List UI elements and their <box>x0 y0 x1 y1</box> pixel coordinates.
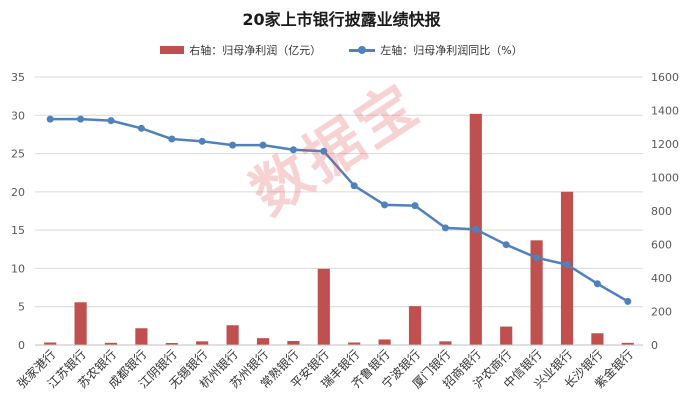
y-left-tick-label: 30 <box>11 109 25 122</box>
line-point <box>198 137 206 145</box>
bar <box>74 302 87 345</box>
legend-label-bar: 右轴：归母净利润（亿元） <box>189 44 322 57</box>
bar <box>348 342 361 345</box>
y-right-tick-label: 400 <box>651 272 672 285</box>
line-point <box>533 254 541 262</box>
bar <box>135 328 148 345</box>
bar <box>287 340 300 345</box>
bar <box>500 326 513 345</box>
legend-item-bar: 右轴：归母净利润（亿元） <box>160 42 321 58</box>
bar <box>621 342 634 345</box>
y-left-tick-label: 15 <box>11 224 25 237</box>
line-point <box>381 201 389 209</box>
y-right-tick-label: 0 <box>651 339 658 352</box>
y-left-tick-label: 25 <box>11 148 25 161</box>
y-right-tick-label: 200 <box>651 306 672 319</box>
line-point <box>441 224 449 232</box>
legend-item-line: 左轴：归母净利润同比（%） <box>349 42 523 58</box>
bar <box>256 338 270 345</box>
y-right-tick-label: 1000 <box>651 172 679 185</box>
line-point <box>289 146 297 154</box>
line-point <box>624 297 632 305</box>
line-point <box>350 182 358 190</box>
bar <box>226 325 239 345</box>
y-left-tick-label: 10 <box>11 262 25 275</box>
bar <box>560 191 574 345</box>
bar <box>378 339 391 345</box>
bar <box>196 341 209 345</box>
legend-swatch-line <box>349 45 376 55</box>
bar <box>591 333 604 345</box>
line-point <box>502 241 510 249</box>
y-left-tick-label: 20 <box>11 186 25 199</box>
line-point <box>137 124 145 132</box>
bar <box>530 240 543 345</box>
line-point <box>259 141 267 149</box>
line-point <box>411 202 419 210</box>
bar <box>165 342 178 345</box>
line-point <box>472 225 480 233</box>
y-right-tick-label: 1600 <box>651 71 679 84</box>
bar <box>408 306 422 345</box>
line-point <box>46 115 54 123</box>
legend: 右轴：归母净利润（亿元） 左轴：归母净利润同比（%） <box>0 42 683 58</box>
y-right-tick-label: 800 <box>651 205 672 218</box>
y-right-tick-label: 600 <box>651 239 672 252</box>
legend-swatch-bar <box>160 46 185 54</box>
line-point <box>107 117 115 125</box>
legend-label-line: 左轴：归母净利润同比（%） <box>380 44 523 57</box>
chart-title: 20家上市银行披露业绩快报 <box>242 10 441 29</box>
y-right-tick-label: 1200 <box>651 138 679 151</box>
y-right-tick-label: 1400 <box>651 105 679 118</box>
line-point <box>168 135 176 143</box>
series-line <box>50 117 629 303</box>
line-point <box>563 261 571 269</box>
bar <box>44 342 57 345</box>
bar <box>317 268 330 345</box>
y-left-tick-label: 0 <box>18 339 25 352</box>
line-point <box>593 280 601 288</box>
y-left-tick-label: 5 <box>18 301 25 314</box>
line-point <box>77 115 85 123</box>
line-point <box>229 141 237 149</box>
bar <box>439 341 452 345</box>
y-left-tick-label: 35 <box>11 71 25 84</box>
line-point <box>320 147 328 155</box>
bar <box>104 342 118 345</box>
